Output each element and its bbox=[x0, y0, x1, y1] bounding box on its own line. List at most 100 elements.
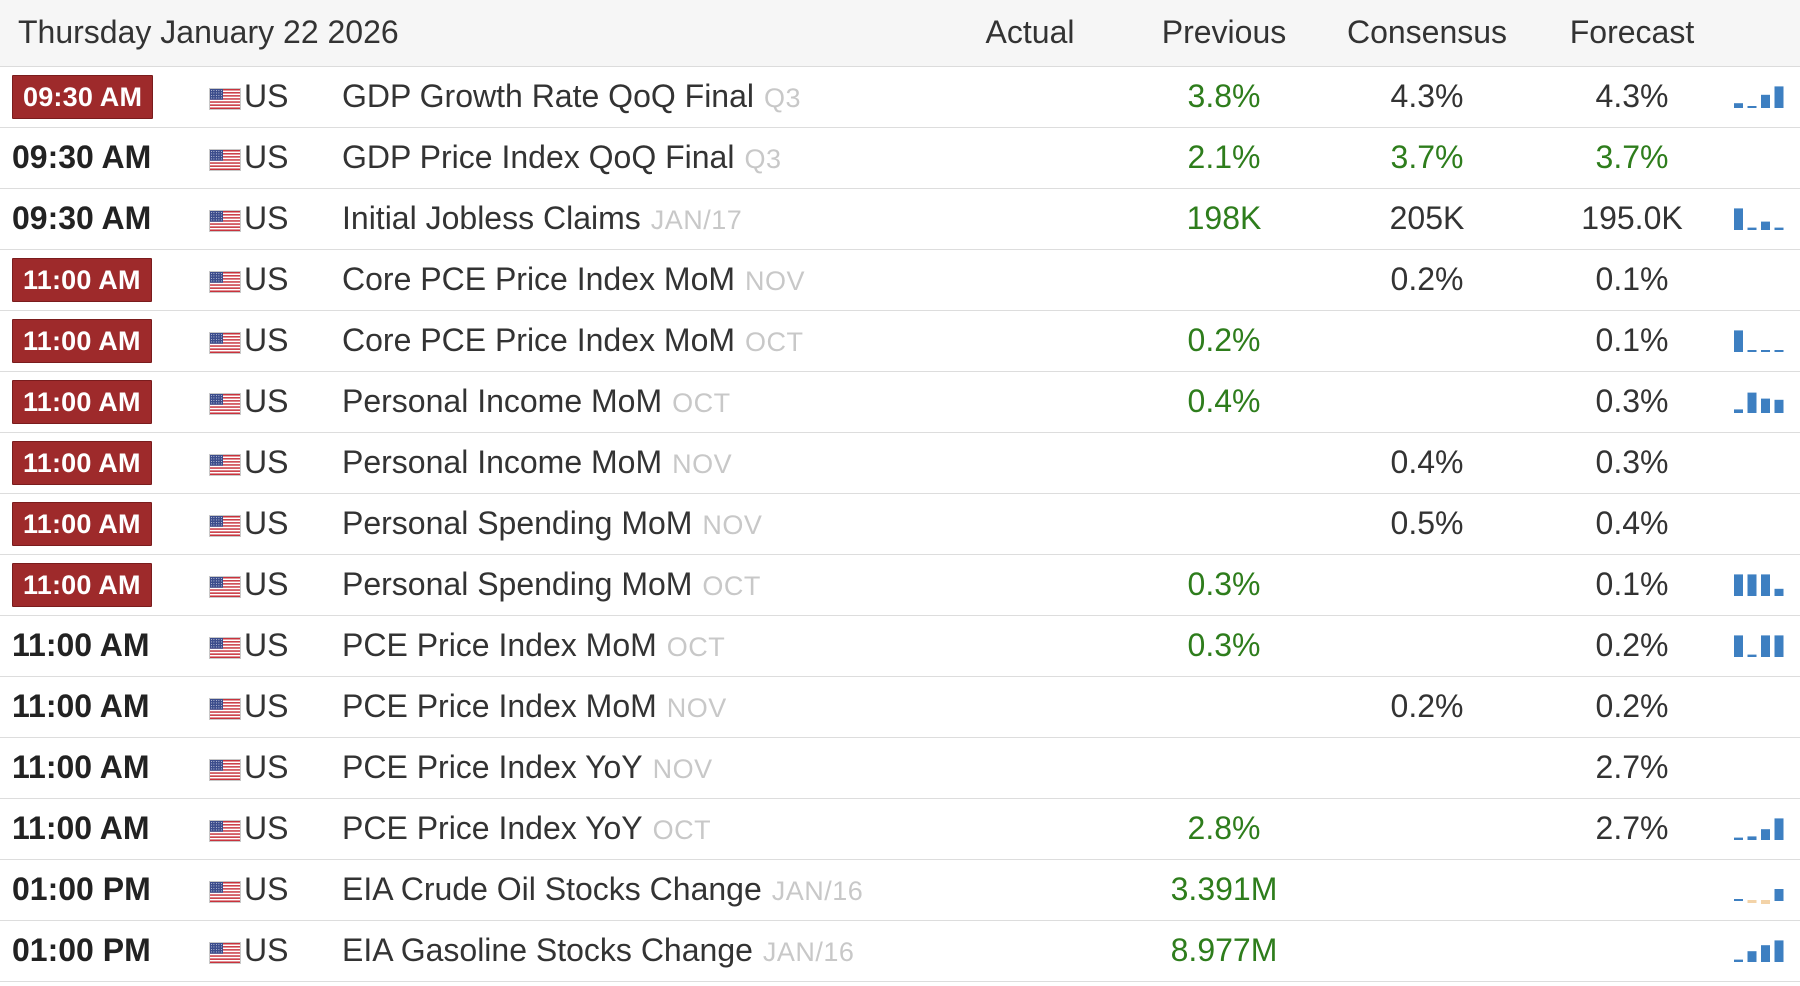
event-name-link[interactable]: Initial Jobless Claims bbox=[342, 200, 641, 236]
event-row[interactable]: 01:00 PM US EIA Gasoline Stocks Change JAN/… bbox=[0, 920, 1800, 981]
event-name-link[interactable]: Core PCE Price Index MoM bbox=[342, 261, 736, 297]
event-row[interactable]: 11:00 AM US PCE Price Index YoY OCT 2.8% 2.7% bbox=[0, 798, 1800, 859]
event-row[interactable]: 11:00 AM US Personal Spending MoM OCT 0.3% 0.… bbox=[0, 554, 1800, 615]
sparkline-bar bbox=[1774, 85, 1784, 108]
event-reference-period: NOV bbox=[702, 510, 763, 540]
country-flag-cell bbox=[188, 859, 240, 920]
event-name-link[interactable]: Personal Spending MoM bbox=[342, 505, 693, 541]
event-name-link[interactable]: PCE Price Index YoY bbox=[342, 749, 643, 785]
event-name-cell[interactable]: EIA Gasoline Stocks Change JAN/16 bbox=[306, 920, 934, 981]
country-flag-cell bbox=[188, 188, 240, 249]
event-name-link[interactable]: PCE Price Index MoM bbox=[342, 688, 657, 724]
sparkline-chart[interactable] bbox=[1732, 205, 1788, 233]
sparkline-chart[interactable] bbox=[1732, 327, 1788, 355]
country-code: US bbox=[244, 383, 289, 419]
event-name-cell[interactable]: Core PCE Price Index MoM OCT bbox=[306, 310, 934, 371]
event-row[interactable]: 11:00 AM US PCE Price Index YoY NOV 2.7% bbox=[0, 737, 1800, 798]
forecast-value: 0.1% bbox=[1595, 261, 1669, 297]
consensus-value bbox=[1322, 615, 1532, 676]
forecast-value bbox=[1532, 859, 1732, 920]
sparkline-column-header bbox=[1732, 0, 1800, 67]
sparkline-bar bbox=[1747, 573, 1757, 596]
event-name-cell[interactable]: Core PCE Price Index MoM NOV bbox=[306, 249, 934, 310]
event-reference-period: OCT bbox=[672, 388, 731, 418]
sparkline-cell bbox=[1732, 859, 1800, 920]
event-row[interactable]: 09:30 AM US Initial Jobless Claims JAN/17 19… bbox=[0, 188, 1800, 249]
forecast-column-header[interactable]: Forecast bbox=[1532, 0, 1732, 67]
event-time: 01:00 PM bbox=[12, 871, 151, 907]
event-time-cell: 11:00 AM bbox=[0, 310, 188, 371]
event-time: 11:00 AM bbox=[12, 627, 150, 663]
event-name-cell[interactable]: Initial Jobless Claims JAN/17 bbox=[306, 188, 934, 249]
event-name-link[interactable]: Core PCE Price Index MoM bbox=[342, 322, 736, 358]
event-name-link[interactable]: PCE Price Index YoY bbox=[342, 810, 643, 846]
country-code: US bbox=[244, 749, 289, 785]
event-row[interactable]: 11:00 AM US PCE Price Index MoM OCT 0.3% 0.2% bbox=[0, 615, 1800, 676]
event-name-cell[interactable]: PCE Price Index MoM OCT bbox=[306, 615, 934, 676]
consensus-value: 0.2% bbox=[1390, 688, 1464, 724]
forecast-value: 195.0K bbox=[1581, 200, 1683, 236]
event-row[interactable]: 11:00 AM US Personal Income MoM NOV 0.4% 0.3% bbox=[0, 432, 1800, 493]
sparkline-bar bbox=[1747, 899, 1757, 903]
event-row[interactable]: 11:00 AM US Personal Spending MoM NOV 0.5% 0.… bbox=[0, 493, 1800, 554]
event-name-link[interactable]: Personal Income MoM bbox=[342, 383, 663, 419]
event-name-cell[interactable]: GDP Growth Rate QoQ Final Q3 bbox=[306, 66, 934, 127]
event-time-cell: 11:00 AM bbox=[0, 676, 188, 737]
country-flag-cell bbox=[188, 737, 240, 798]
consensus-value: 0.4% bbox=[1390, 444, 1464, 480]
event-row[interactable]: 09:30 AM US GDP Price Index QoQ Final Q3 2.1… bbox=[0, 127, 1800, 188]
country-code: US bbox=[244, 200, 289, 236]
event-name-cell[interactable]: GDP Price Index QoQ Final Q3 bbox=[306, 127, 934, 188]
sparkline-chart[interactable] bbox=[1732, 876, 1788, 904]
event-name-link[interactable]: GDP Price Index QoQ Final bbox=[342, 139, 735, 175]
sparkline-chart[interactable] bbox=[1732, 815, 1788, 843]
event-name-link[interactable]: EIA Crude Oil Stocks Change bbox=[342, 871, 762, 907]
event-name-cell[interactable]: PCE Price Index MoM NOV bbox=[306, 676, 934, 737]
event-name-cell[interactable]: PCE Price Index YoY OCT bbox=[306, 798, 934, 859]
sparkline-chart[interactable] bbox=[1732, 632, 1788, 660]
event-name-cell[interactable]: PCE Price Index YoY NOV bbox=[306, 737, 934, 798]
previous-value: 0.4% bbox=[1187, 383, 1261, 419]
sparkline-chart[interactable] bbox=[1732, 937, 1788, 965]
event-time-cell: 11:00 AM bbox=[0, 615, 188, 676]
event-name-cell[interactable]: Personal Spending MoM NOV bbox=[306, 493, 934, 554]
event-reference-period: OCT bbox=[652, 815, 712, 845]
event-name-link[interactable]: Personal Spending MoM bbox=[342, 566, 693, 602]
event-time-badge: 11:00 AM bbox=[12, 440, 152, 485]
event-row[interactable]: 11:00 AM US Core PCE Price Index MoM OCT 0.2… bbox=[0, 310, 1800, 371]
event-name-cell[interactable]: EIA Crude Oil Stocks Change JAN/16 bbox=[306, 859, 934, 920]
consensus-column-header[interactable]: Consensus bbox=[1322, 0, 1532, 67]
us-flag-icon bbox=[210, 393, 240, 414]
event-time-cell: 11:00 AM bbox=[0, 371, 188, 432]
sparkline-cell bbox=[1732, 920, 1800, 981]
event-time-badge: 11:00 AM bbox=[12, 562, 152, 607]
sparkline-chart[interactable] bbox=[1732, 388, 1788, 416]
event-time-cell: 11:00 AM bbox=[0, 249, 188, 310]
actual-column-header[interactable]: Actual bbox=[934, 0, 1126, 67]
consensus-value: 205K bbox=[1389, 200, 1465, 236]
event-name-link[interactable]: PCE Price Index MoM bbox=[342, 627, 657, 663]
event-name-link[interactable]: Personal Income MoM bbox=[342, 444, 663, 480]
event-row[interactable]: 01:00 PM US EIA Crude Oil Stocks Change JAN… bbox=[0, 859, 1800, 920]
us-flag-icon bbox=[210, 759, 240, 780]
actual-value bbox=[934, 920, 1126, 981]
previous-value: 0.3% bbox=[1187, 627, 1261, 663]
event-name-cell[interactable]: Personal Income MoM OCT bbox=[306, 371, 934, 432]
event-reference-period: Q3 bbox=[744, 144, 782, 174]
event-row[interactable]: 09:30 AM US GDP Growth Rate QoQ Final Q3 3.8… bbox=[0, 66, 1800, 127]
event-name-link[interactable]: EIA Gasoline Stocks Change bbox=[342, 932, 753, 968]
event-time-cell: 01:00 PM bbox=[0, 859, 188, 920]
event-name-cell[interactable]: Personal Spending MoM OCT bbox=[306, 554, 934, 615]
previous-column-header[interactable]: Previous bbox=[1126, 0, 1322, 67]
event-name-cell[interactable]: Personal Income MoM NOV bbox=[306, 432, 934, 493]
event-row[interactable]: 11:00 AM US Personal Income MoM OCT 0.4% 0.3% bbox=[0, 371, 1800, 432]
event-row[interactable]: 11:00 AM US Core PCE Price Index MoM NOV 0.2… bbox=[0, 249, 1800, 310]
event-name-link[interactable]: GDP Growth Rate QoQ Final bbox=[342, 78, 754, 114]
actual-value bbox=[934, 127, 1126, 188]
forecast-value: 4.3% bbox=[1595, 78, 1669, 114]
sparkline-bar bbox=[1734, 408, 1743, 413]
sparkline-chart[interactable] bbox=[1732, 83, 1788, 111]
event-row[interactable]: 11:00 AM US PCE Price Index MoM NOV 0.2% 0.2% bbox=[0, 676, 1800, 737]
country-flag-cell bbox=[188, 676, 240, 737]
sparkline-chart[interactable] bbox=[1732, 571, 1788, 599]
